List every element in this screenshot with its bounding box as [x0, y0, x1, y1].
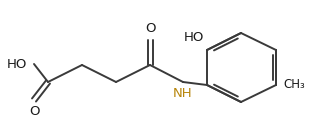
- Text: O: O: [29, 105, 39, 118]
- Text: CH₃: CH₃: [283, 79, 305, 92]
- Text: NH: NH: [173, 87, 193, 100]
- Text: HO: HO: [184, 31, 204, 44]
- Text: O: O: [145, 22, 155, 35]
- Text: HO: HO: [7, 58, 27, 71]
